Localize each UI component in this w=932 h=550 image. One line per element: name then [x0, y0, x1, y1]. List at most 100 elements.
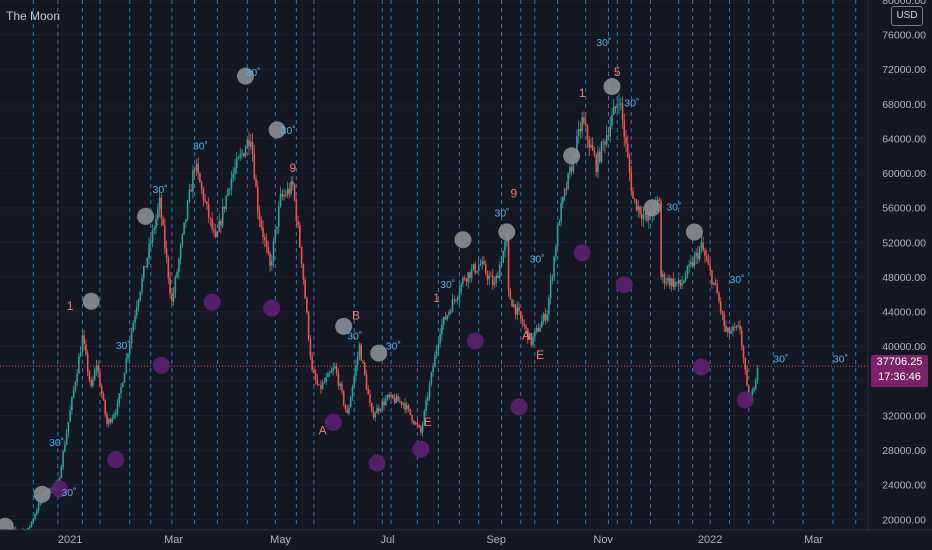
candle-body — [144, 266, 147, 268]
candle-body — [420, 426, 422, 433]
candle-body — [76, 373, 78, 383]
candle-body — [370, 402, 373, 412]
candle-body — [528, 333, 531, 340]
candle-body — [595, 155, 598, 173]
candle-body — [241, 153, 243, 155]
candle-body — [463, 278, 466, 280]
candle-body — [556, 225, 559, 248]
candle-body — [209, 217, 212, 219]
candle-body — [397, 396, 399, 402]
candle-body — [158, 197, 161, 209]
candle-body — [27, 527, 29, 530]
candle-body — [555, 247, 557, 257]
candle-body — [214, 230, 217, 237]
candle-body — [167, 257, 170, 279]
wave-label: E — [424, 415, 432, 429]
candle-body — [369, 394, 371, 403]
candle-body — [95, 365, 98, 371]
last-price-value: 37706.25 — [876, 356, 923, 368]
candle-body — [474, 264, 477, 273]
candle-body — [127, 353, 129, 359]
wave-label: E — [536, 348, 544, 362]
candle-body — [316, 379, 319, 385]
purple-cycle-marker — [615, 276, 633, 294]
candle-body — [288, 188, 291, 194]
candle-body — [228, 188, 231, 190]
candle-body — [171, 293, 173, 302]
price-axis-tick: 32000.00 — [882, 410, 926, 422]
candle-body — [719, 301, 722, 312]
candle-body — [451, 299, 454, 313]
price-axis-tick: 60000.00 — [882, 168, 926, 180]
candle-body — [711, 270, 713, 285]
candle-body — [186, 201, 189, 220]
candle-body — [439, 334, 441, 344]
candle-body — [128, 343, 131, 354]
candle-body — [542, 313, 545, 321]
candle-body — [235, 158, 238, 169]
candle-body — [165, 248, 168, 258]
candle-body — [714, 282, 717, 285]
candle-body — [267, 246, 270, 254]
candle-body — [476, 270, 478, 273]
candle-body — [379, 409, 382, 412]
candle-body — [523, 323, 526, 327]
candle-body — [328, 372, 331, 374]
candle-body — [723, 314, 726, 326]
candle-body — [693, 256, 696, 267]
candle-body — [425, 400, 427, 411]
candle-body — [469, 272, 471, 278]
candle-body — [446, 315, 448, 320]
candle-body — [500, 262, 503, 266]
candle-body — [365, 374, 368, 390]
candle-body — [455, 299, 457, 301]
cycle-label: 30˚ — [596, 37, 611, 49]
candle-body — [488, 275, 491, 280]
candle-body — [256, 187, 259, 213]
wave-label: 1 — [67, 299, 74, 313]
price-axis-tick: 56000.00 — [882, 203, 926, 215]
candle-body — [200, 182, 203, 189]
candle-body — [362, 360, 364, 363]
price-axis-bg — [868, 0, 932, 550]
candle-body — [246, 139, 249, 149]
currency-button[interactable]: USD — [891, 6, 923, 26]
candle-body — [605, 135, 608, 145]
candle-body — [13, 528, 15, 530]
candle-body — [730, 331, 733, 334]
candle-body — [355, 364, 357, 376]
candle-body — [493, 282, 496, 285]
candle-body — [155, 218, 157, 229]
candle-body — [348, 407, 350, 414]
candle-body — [148, 243, 150, 259]
candle-body — [470, 268, 473, 278]
candle-body — [646, 212, 648, 221]
candle-body — [744, 358, 747, 370]
candle-body — [718, 293, 720, 302]
candle-body — [679, 279, 682, 286]
candle-body — [644, 212, 647, 215]
candle-body — [541, 320, 543, 328]
candle-body — [306, 298, 308, 313]
candle-body — [293, 184, 296, 200]
candle-body — [404, 403, 406, 410]
candle-body — [577, 128, 580, 136]
candle-body — [242, 153, 245, 157]
candle-body — [612, 106, 615, 115]
candle-body — [732, 326, 734, 332]
candle-body — [600, 141, 603, 162]
price-axis-tick: 64000.00 — [882, 133, 926, 145]
cycle-label: 30˚ — [386, 341, 401, 353]
candle-body — [377, 407, 380, 412]
candle-body — [660, 201, 662, 278]
candle-body — [411, 414, 413, 422]
candle-body — [132, 322, 135, 333]
candle-body — [388, 394, 391, 397]
candle-body — [188, 189, 191, 202]
candle-body — [628, 156, 631, 173]
candle-body — [90, 380, 92, 386]
candle-body — [481, 261, 484, 264]
candle-body — [86, 353, 89, 372]
candle-body — [639, 206, 641, 215]
